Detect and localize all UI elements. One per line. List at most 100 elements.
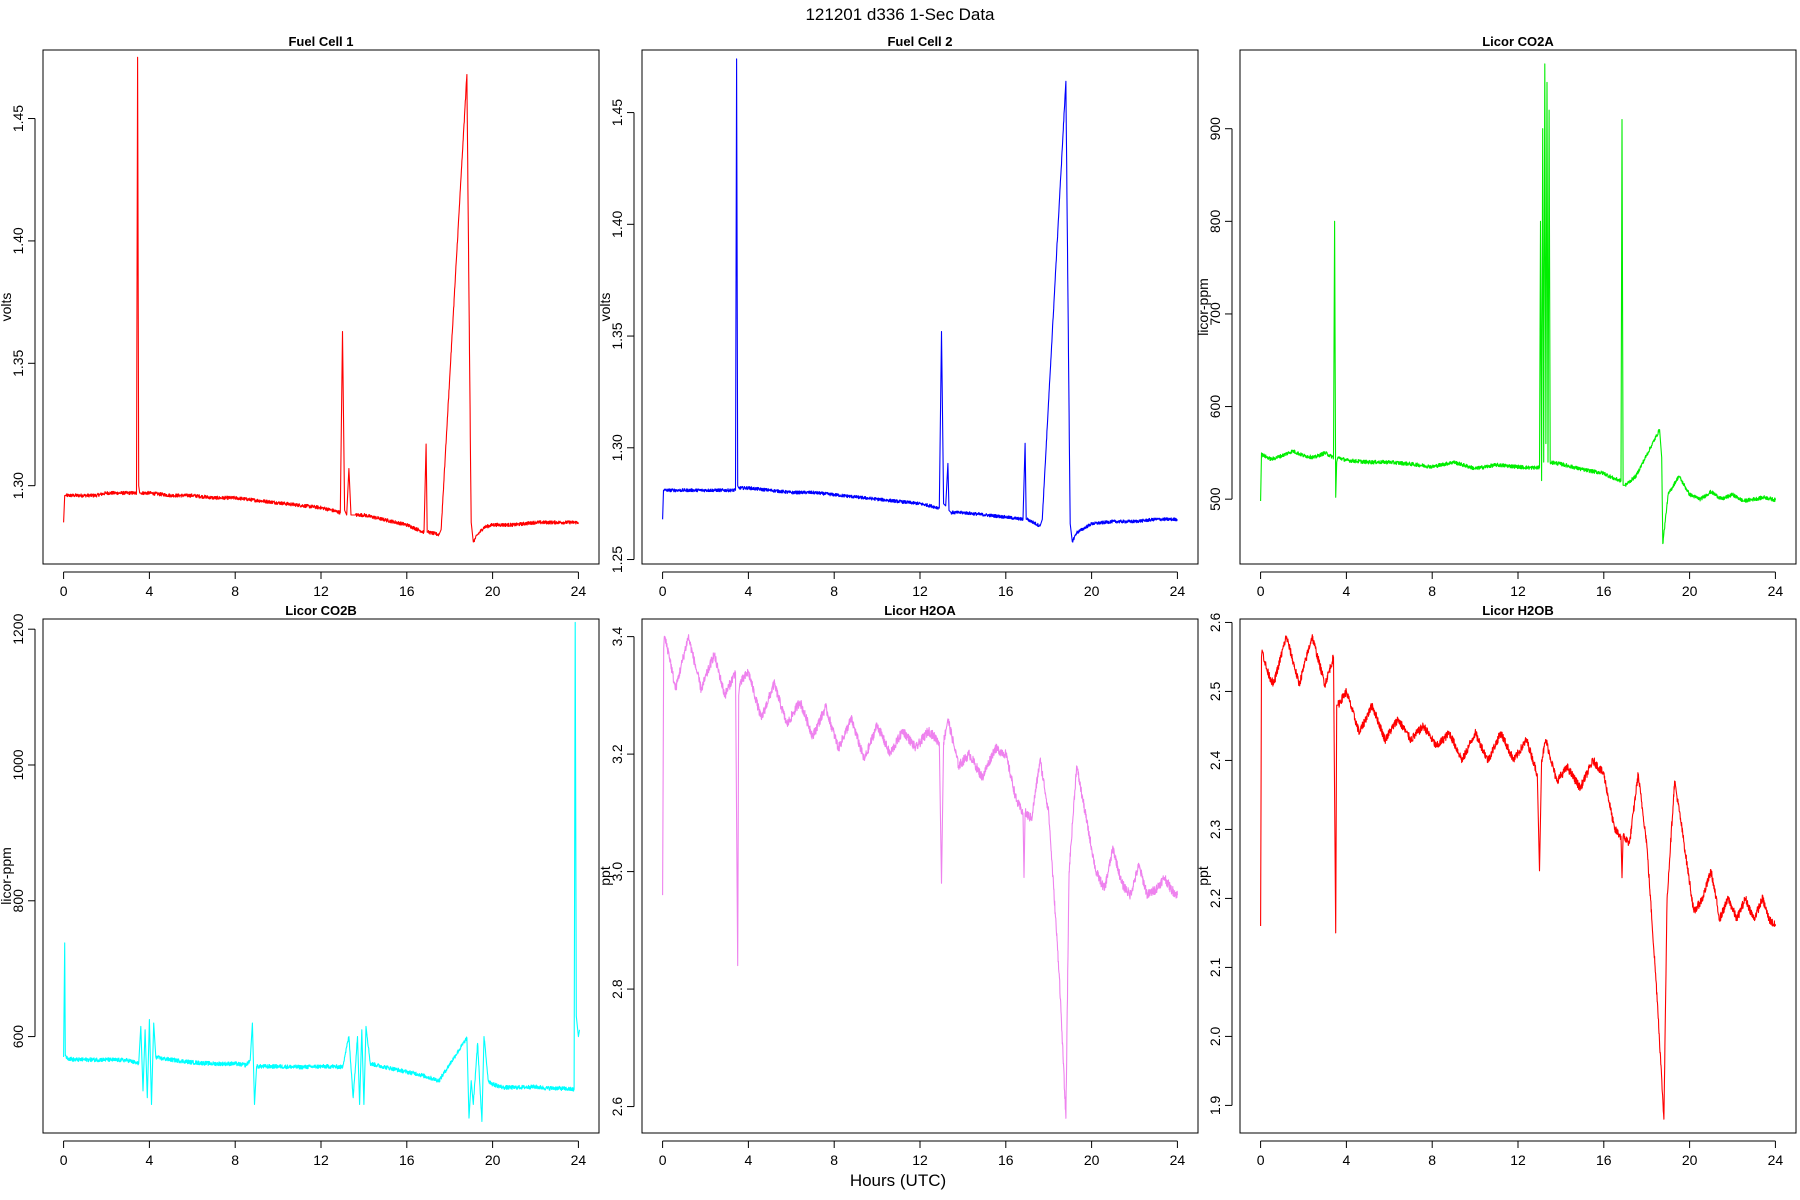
panel-licor-h2ob-y-tick-label: 2.6 (1207, 613, 1223, 633)
panel-licor-co2b-x-tick-label: 0 (60, 1152, 68, 1168)
panel-licor-co2a-x-tick-label: 8 (1428, 583, 1436, 599)
panel-licor-h2oa-plot-frame (641, 618, 1199, 1134)
panel-licor-co2a-title: Licor CO2A (1482, 34, 1554, 49)
panel-licor-h2ob-y-tick-label: 2.5 (1207, 682, 1223, 702)
figure-xlabel: Hours (UTC) (850, 1171, 946, 1190)
panel-licor-co2a-y-tick-label: 800 (1207, 209, 1223, 233)
panel-fuel-cell-2-x-tick-label: 24 (1170, 583, 1186, 599)
panel-licor-h2ob-plot-frame (1239, 618, 1797, 1134)
panel-fuel-cell-2-y-axis: 1.25 1.30 1.35 1.40 1.45 (609, 99, 635, 573)
panel-fuel-cell-1-x-tick-label: 16 (399, 583, 415, 599)
panel-fuel-cell-2-x-tick-label: 4 (744, 583, 752, 599)
panel-licor-h2oa-y-tick-label: 3.0 (609, 862, 625, 882)
panel-licor-co2a-y-tick-label: 700 (1207, 302, 1223, 326)
panel-licor-co2b-y-tick-label: 1200 (10, 613, 26, 644)
panel-licor-co2a-x-tick-label: 12 (1510, 583, 1526, 599)
panel-fuel-cell-1-x-tick-label: 12 (313, 583, 329, 599)
panel-licor-h2oa-y-tick-label: 2.8 (609, 979, 625, 999)
panel-licor-h2oa-x-tick-label: 12 (912, 1152, 928, 1168)
panel-fuel-cell-2-y-tick-label: 1.40 (609, 210, 625, 237)
panel-licor-co2b-plot-frame (42, 618, 600, 1134)
panel-fuel-cell-1-x-tick-label: 20 (485, 583, 501, 599)
panel-fuel-cell-1-y-tick-label: 1.40 (10, 227, 26, 254)
panel-fuel-cell-2-series-line (662, 58, 1178, 543)
panel-fuel-cell-2-y-tick-label: 1.45 (609, 99, 625, 126)
panel-licor-h2ob-x-tick-label: 4 (1342, 1152, 1350, 1168)
panel-licor-co2b-x-tick-label: 12 (313, 1152, 329, 1168)
panel-licor-co2b-y-tick-label: 800 (10, 889, 26, 913)
panel-licor-co2b-series-line (63, 621, 581, 1123)
panel-licor-h2oa-x-tick-label: 4 (744, 1152, 752, 1168)
panel-licor-h2oa-x-tick-label: 16 (998, 1152, 1014, 1168)
panel-fuel-cell-2: Fuel Cell 20 4 8 12 16 20 241.251.301.351.401.… (597, 34, 1199, 599)
panel-licor-co2a-x-axis: 0 4 8 12 16 20 24 (1257, 571, 1784, 599)
panel-licor-h2oa-y-tick-label: 2.6 (609, 1097, 625, 1117)
panel-licor-co2b-x-tick-label: 20 (485, 1152, 501, 1168)
panel-fuel-cell-2-x-tick-label: 16 (998, 583, 1014, 599)
panel-fuel-cell-1-x-tick-label: 24 (571, 583, 587, 599)
panel-licor-h2ob-y-tick-label: 2.3 (1207, 819, 1223, 839)
panel-licor-co2a-ylabel: licor-ppm (1195, 278, 1211, 336)
panel-licor-h2ob-x-tick-label: 8 (1428, 1152, 1436, 1168)
panel-licor-h2ob-x-tick-label: 16 (1596, 1152, 1612, 1168)
panel-licor-co2a-x-tick-label: 24 (1768, 583, 1784, 599)
panel-licor-h2oa-y-tick-label: 3.2 (609, 744, 625, 764)
panel-licor-co2b-y-axis: 600 800 1000 1200 (10, 613, 36, 1048)
panel-licor-co2a-y-tick-label: 600 (1207, 395, 1223, 419)
panel-licor-co2b-x-axis: 0 4 8 12 16 20 24 (60, 1140, 586, 1168)
panel-licor-h2ob-y-tick-label: 1.9 (1207, 1095, 1223, 1115)
panel-licor-h2oa-x-axis: 0 4 8 12 16 20 24 (659, 1140, 1185, 1168)
panel-fuel-cell-1-ylabel: volts (0, 293, 14, 322)
panel-licor-co2a-y-tick-label: 500 (1207, 487, 1223, 511)
panel-licor-h2ob-title: Licor H2OB (1482, 603, 1554, 618)
panel-fuel-cell-1: Fuel Cell 1 0 4 8 12 16 20 24 1.30 1.35 1.40 1.45 vo… (0, 34, 600, 599)
panel-licor-h2oa-x-tick-label: 0 (659, 1152, 667, 1168)
panel-licor-co2a-x-tick-label: 20 (1682, 583, 1698, 599)
panel-licor-co2b-x-tick-label: 16 (399, 1152, 415, 1168)
panel-licor-h2oa-title: Licor H2OA (884, 603, 956, 618)
panel-fuel-cell-2-x-tick-label: 8 (830, 583, 838, 599)
panel-licor-co2b: Licor CO2B 0 4 8 12 16 20 24 600 800 1000 1200 licor… (0, 603, 600, 1168)
panel-licor-h2ob-x-tick-label: 12 (1510, 1152, 1526, 1168)
panel-licor-h2ob: Licor H2OB 0 4 8 12 16 20 24 1.9 2.0 2.1 2.2 2.3 2.4 2… (1195, 603, 1797, 1168)
panel-licor-h2oa-y-tick-label: 3.4 (609, 627, 625, 647)
panel-licor-co2a-x-tick-label: 16 (1596, 583, 1612, 599)
panel-licor-co2b-x-tick-label: 8 (231, 1152, 239, 1168)
panel-fuel-cell-2-y-tick-label: 1.30 (609, 434, 625, 461)
panel-fuel-cell-1-y-tick-label: 1.35 (10, 349, 26, 376)
panel-fuel-cell-1-x-tick-label: 0 (60, 583, 68, 599)
panel-licor-h2ob-x-axis: 0 4 8 12 16 20 24 (1257, 1140, 1784, 1168)
panel-fuel-cell-1-title: Fuel Cell 1 (288, 34, 353, 49)
panel-fuel-cell-2-title: Fuel Cell 2 (887, 34, 952, 49)
panels: Fuel Cell 1 0 4 8 12 16 20 24 1.30 1.35 1.40 1.45 vo… (0, 34, 1797, 1168)
panel-licor-h2oa: Licor H2OA 0 4 8 12 16 20 24 2.6 2.8 3.0 3.2 3.4 ppt (597, 603, 1199, 1168)
panel-licor-co2b-title: Licor CO2B (285, 603, 357, 618)
panel-licor-co2a-plot-frame (1239, 49, 1797, 565)
panel-fuel-cell-2-x-tick-label: 0 (659, 583, 667, 599)
panel-fuel-cell-2-plot-frame (641, 49, 1199, 565)
panel-fuel-cell-2-ylabel: volts (597, 293, 613, 322)
panel-fuel-cell-2-y-tick-label: 1.25 (609, 546, 625, 573)
panel-licor-h2ob-series-line (1260, 634, 1776, 1120)
panel-fuel-cell-2-x-axis: 0 4 8 12 16 20 24 (659, 571, 1186, 599)
panel-licor-h2oa-ylabel: ppt (597, 866, 613, 886)
panel-licor-h2ob-x-tick-label: 20 (1682, 1152, 1698, 1168)
panel-fuel-cell-1-plot-frame (42, 49, 600, 565)
panel-fuel-cell-1-x-tick-label: 8 (231, 583, 239, 599)
panel-licor-h2ob-y-axis: 1.9 2.0 2.1 2.2 2.3 2.4 2.5 2.6 (1207, 613, 1233, 1115)
panel-licor-co2b-y-tick-label: 1000 (10, 749, 26, 780)
panel-fuel-cell-1-series-line (63, 56, 579, 543)
panel-licor-h2ob-y-tick-label: 2.4 (1207, 750, 1223, 770)
panel-licor-h2oa-x-tick-label: 8 (830, 1152, 838, 1168)
panel-licor-h2ob-x-tick-label: 24 (1768, 1152, 1784, 1168)
panel-licor-h2ob-y-tick-label: 2.0 (1207, 1026, 1223, 1046)
panel-fuel-cell-1-x-axis: 0 4 8 12 16 20 24 (60, 571, 587, 599)
panel-fuel-cell-1-y-tick-label: 1.45 (10, 105, 26, 132)
panel-fuel-cell-2-x-tick-label: 20 (1084, 583, 1100, 599)
panel-licor-h2ob-y-tick-label: 2.2 (1207, 888, 1223, 908)
panel-licor-h2ob-y-tick-label: 2.1 (1207, 957, 1223, 977)
panel-fuel-cell-2-y-tick-label: 1.35 (609, 322, 625, 349)
panel-licor-co2a-series-line (1260, 63, 1776, 545)
figure-title: 121201 d336 1-Sec Data (805, 5, 995, 24)
